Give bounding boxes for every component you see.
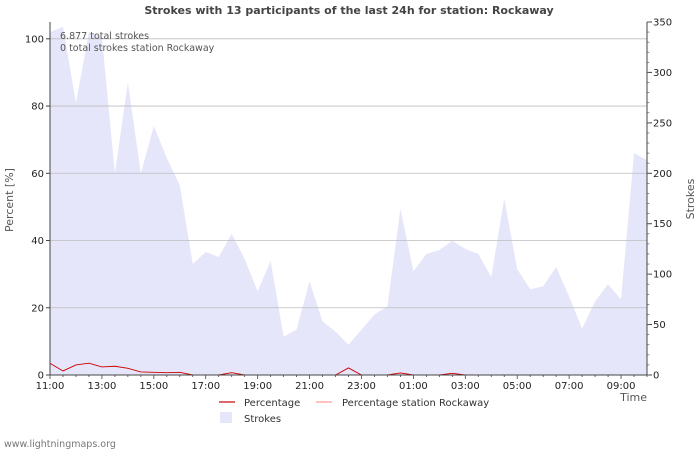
x-tick-label: 19:00 [243,381,272,392]
right-tick-label: 200 [653,169,672,180]
x-tick-label: 23:00 [347,381,376,392]
right-axis-tick-labels: 0 50 100 150 200 250 300 350 [653,18,672,382]
strokes-area-layer [50,27,647,375]
x-axis-tick-labels: 11:00 13:00 15:00 17:00 19:00 21:00 23:00 01:00… [36,381,636,392]
right-tick-label: 350 [653,18,672,29]
axes-layer [49,22,648,376]
legend-label-strokes: Strokes [244,414,281,425]
right-tick-label: 50 [653,320,666,331]
x-tick-label: 09:00 [607,381,636,392]
chart-title: Strokes with 13 participants of the last… [144,4,553,17]
left-tick-label: 0 [38,371,44,382]
x-tick-label: 03:00 [451,381,480,392]
legend-label-percentage-station: Percentage station Rockaway [342,398,489,409]
x-axis-label: Time [619,391,647,404]
watermark: www.lightningmaps.org [4,439,116,450]
legend: Percentage Percentage station Rockaway S… [219,398,489,425]
left-tick-label: 80 [31,102,44,113]
left-tick-label: 20 [31,303,44,314]
right-tick-label: 0 [653,371,659,382]
right-tick-label: 250 [653,118,672,129]
x-tick-label: 13:00 [87,381,116,392]
x-tick-label: 21:00 [295,381,324,392]
right-tick-label: 300 [653,68,672,79]
right-axis-label: Strokes [684,178,697,219]
right-tick-label: 100 [653,270,672,281]
x-tick-label: 15:00 [139,381,168,392]
legend-label-percentage: Percentage [244,398,300,409]
left-axis-tick-labels: 0 20 40 60 80 100 [25,34,44,381]
strokes-area [50,27,647,375]
x-tick-label: 05:00 [503,381,532,392]
left-tick-label: 40 [31,236,44,247]
x-tick-label: 01:00 [399,381,428,392]
x-tick-label: 17:00 [191,381,220,392]
right-tick-label: 150 [653,219,672,230]
legend-swatch-strokes [220,412,232,423]
x-tick-label: 07:00 [555,381,584,392]
left-tick-label: 100 [25,34,44,45]
left-tick-label: 60 [31,169,44,180]
annotation-station-strokes: 0 total strokes station Rockaway [60,43,215,54]
left-axis-label: Percent [%] [3,168,16,232]
annotation-total-strokes: 6.877 total strokes [60,31,149,42]
x-tick-label: 11:00 [36,381,65,392]
